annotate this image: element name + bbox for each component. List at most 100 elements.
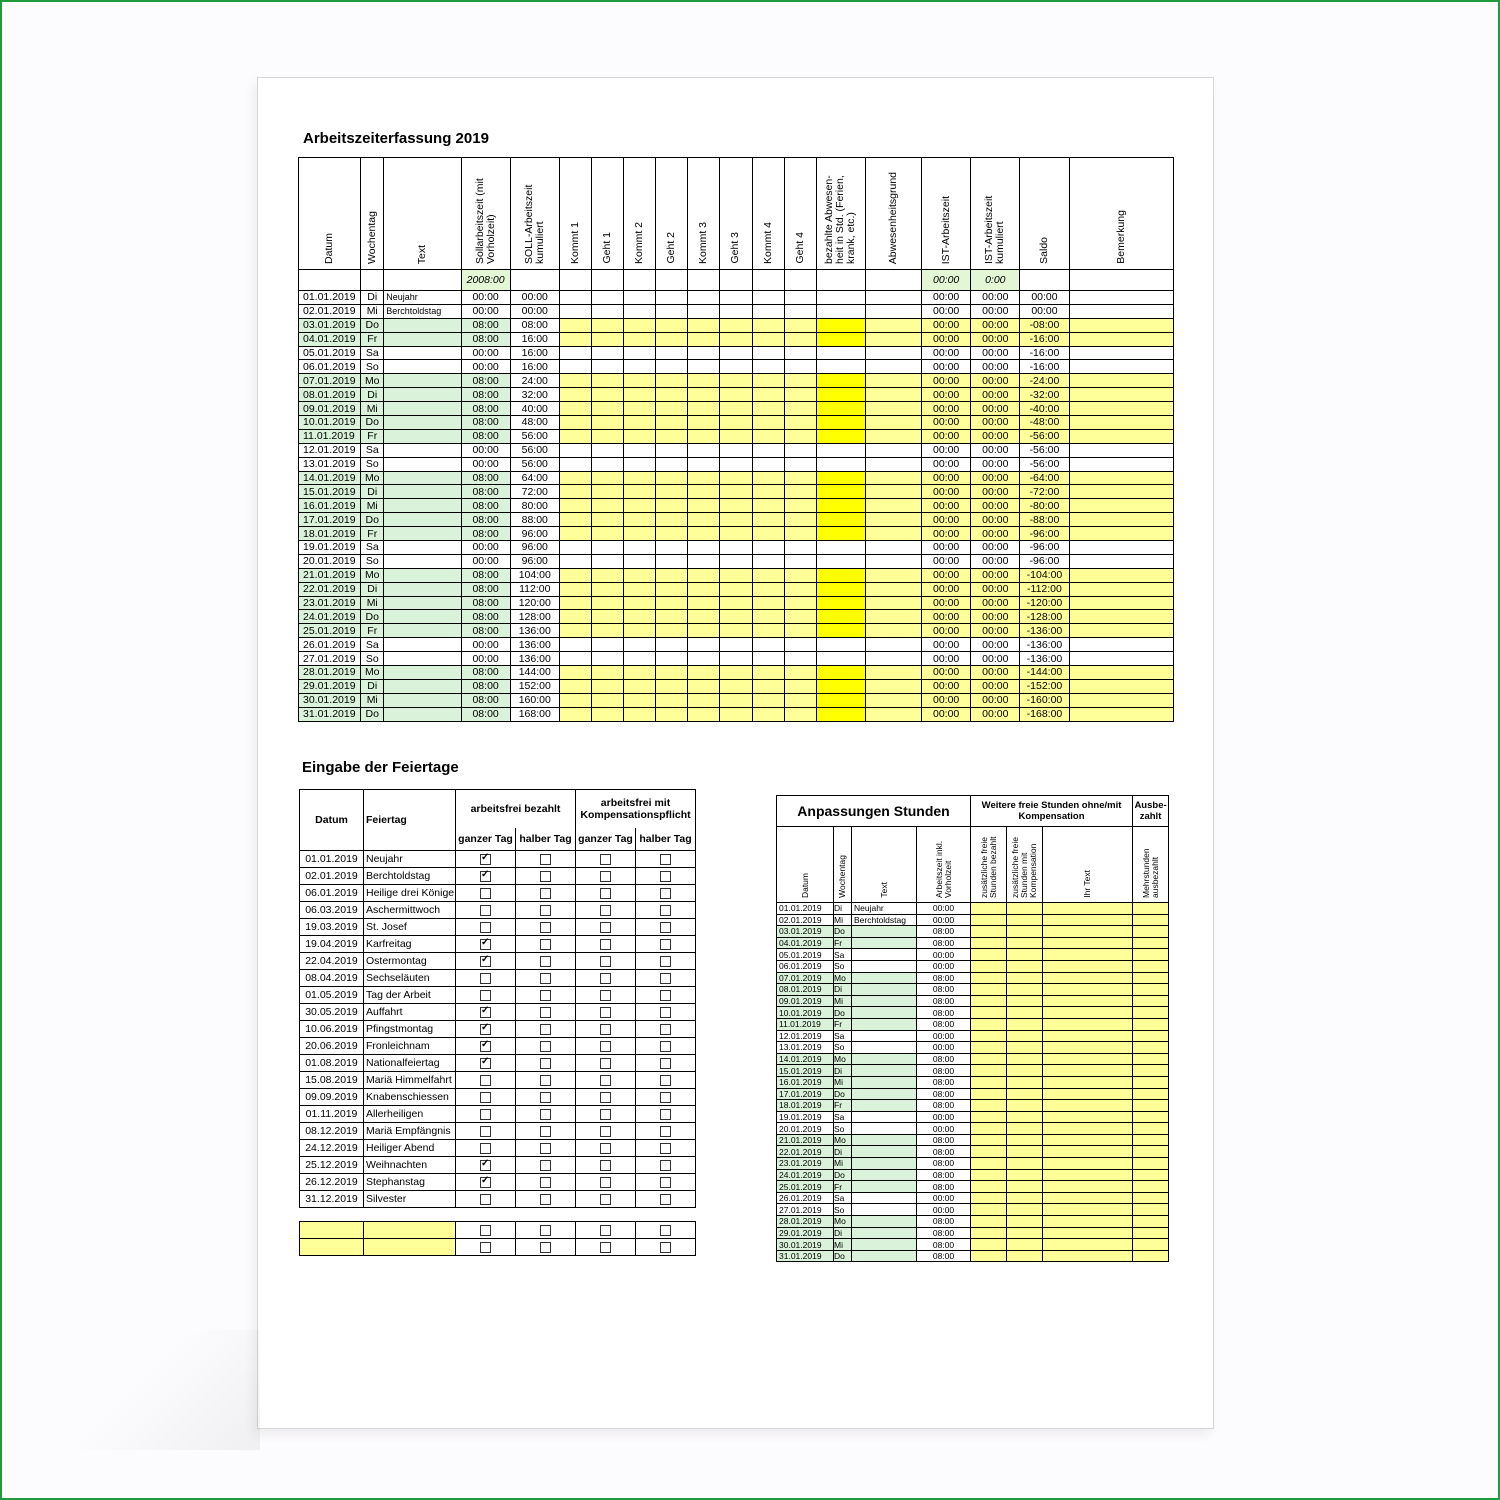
adjust-cell-col-5[interactable] [1006,1226,1044,1240]
cell-col-10[interactable] [719,526,753,542]
adjust-cell-col-6[interactable] [1042,1203,1134,1217]
cell-col-8[interactable] [655,637,689,653]
holiday-checkbox[interactable] [600,1091,611,1103]
holiday-checkbox[interactable] [540,921,551,933]
cell-col-14[interactable] [864,595,923,611]
adjust-cell-col-7[interactable] [1132,925,1170,938]
cell-col-8[interactable] [655,540,689,555]
adjust-cell-col-7[interactable] [1132,1017,1170,1031]
adjust-cell-col-7[interactable] [1132,1087,1170,1101]
cell-col-5[interactable] [558,345,592,361]
cell-col-14[interactable] [864,498,923,514]
adjust-cell-col-5[interactable] [1006,959,1044,973]
adjust-cell-col-6[interactable] [1042,925,1134,938]
holiday-checkbox[interactable] [540,1193,551,1205]
cell-col-10[interactable] [719,484,753,500]
cell-col-5[interactable] [558,359,592,375]
cell-col-13[interactable] [815,401,866,417]
cell-col-10[interactable] [719,678,753,694]
cell-col-9[interactable] [687,470,721,486]
cell-col-18[interactable] [1068,498,1175,514]
cell-col-13[interactable] [815,498,866,514]
holiday-checkbox[interactable] [480,1158,491,1171]
adjust-cell-col-6[interactable] [1042,1099,1134,1112]
cell-col-13[interactable] [815,665,866,680]
adjust-cell-col-4[interactable] [970,959,1008,973]
adjust-cell-col-4[interactable] [970,1006,1008,1019]
holiday-checkbox[interactable] [480,1241,491,1253]
cell-col-13[interactable] [815,470,866,486]
cell-col-13[interactable] [815,428,866,444]
cell-col-7[interactable] [623,540,657,555]
cell-col-8[interactable] [655,345,689,361]
cell-col-7[interactable] [623,581,657,597]
cell-col-6[interactable] [590,595,625,611]
cell-col-8[interactable] [655,303,689,319]
adjust-cell-col-4[interactable] [970,936,1008,950]
cell-col-18[interactable] [1068,470,1175,486]
cell-col-9[interactable] [687,331,721,347]
holiday-checkbox[interactable] [660,1006,671,1018]
holiday-checkbox[interactable] [540,1125,551,1137]
cell-col-18[interactable] [1068,303,1175,319]
cell-col-11[interactable] [751,553,785,569]
adjust-cell-col-7[interactable] [1132,1029,1170,1043]
cell-col-5[interactable] [558,665,592,680]
holiday-checkbox[interactable] [480,1074,491,1086]
cell-col-7[interactable] [623,442,657,458]
adjust-cell-col-6[interactable] [1042,936,1134,950]
adjust-cell-col-7[interactable] [1132,1041,1170,1054]
holiday-checkbox[interactable] [660,1040,671,1052]
adjust-cell-col-6[interactable] [1042,1191,1134,1205]
cell-col-14[interactable] [864,567,923,583]
cell-col-9[interactable] [687,678,721,694]
adjust-cell-col-5[interactable] [1006,913,1044,927]
cell-col-12[interactable] [783,303,817,319]
adjust-cell-col-5[interactable] [1006,1075,1044,1089]
holiday-checkbox[interactable] [480,1022,491,1035]
adjust-cell-col-6[interactable] [1042,1017,1134,1031]
cell-col-9[interactable] [687,553,721,569]
cell-col-12[interactable] [783,331,817,347]
adjust-cell-col-5[interactable] [1006,994,1044,1008]
cell-col-13[interactable] [815,567,866,583]
adjust-cell-col-6[interactable] [1042,1226,1134,1240]
cell-col-9[interactable] [687,609,721,625]
adjust-cell-col-5[interactable] [1006,1029,1044,1043]
cell-col-5[interactable] [558,526,592,542]
cell-col-11[interactable] [751,442,785,458]
adjust-cell-col-6[interactable] [1042,1249,1134,1263]
cell-col-12[interactable] [783,317,817,333]
cell-col-14[interactable] [864,442,923,458]
cell-col-11[interactable] [751,303,785,319]
adjust-cell-col-5[interactable] [1006,948,1044,961]
holiday-checkbox[interactable] [660,938,671,950]
adjust-cell-col-7[interactable] [1132,1203,1170,1217]
cell-col-10[interactable] [719,401,753,417]
holiday-checkbox[interactable] [600,938,611,950]
cell-col-13[interactable] [815,359,866,375]
adjust-cell-col-5[interactable] [1006,1180,1044,1193]
holiday-checkbox[interactable] [600,1142,611,1154]
cell-col-6[interactable] [590,678,625,694]
adjust-cell-col-5[interactable] [1006,1191,1044,1205]
cell-col-12[interactable] [783,623,817,639]
cell-col-8[interactable] [655,553,689,569]
cell-col-9[interactable] [687,540,721,555]
adjust-cell-col-6[interactable] [1042,1052,1134,1066]
adjust-cell-col-4[interactable] [970,1087,1008,1101]
holiday-checkbox[interactable] [600,972,611,984]
holiday-checkbox[interactable] [660,1125,671,1137]
cell-col-14[interactable] [864,623,923,639]
cell-col-7[interactable] [623,706,657,722]
cell-col-7[interactable] [623,678,657,694]
cell-col-12[interactable] [783,651,817,667]
cell-col-10[interactable] [719,512,753,528]
cell-col-11[interactable] [751,331,785,347]
cell-col-14[interactable] [864,665,923,680]
holiday-checkbox[interactable] [600,1074,611,1086]
cell-col-18[interactable] [1068,359,1175,375]
cell-col-13[interactable] [815,623,866,639]
adjust-cell-col-7[interactable] [1132,913,1170,927]
cell-col-5[interactable] [558,567,592,583]
